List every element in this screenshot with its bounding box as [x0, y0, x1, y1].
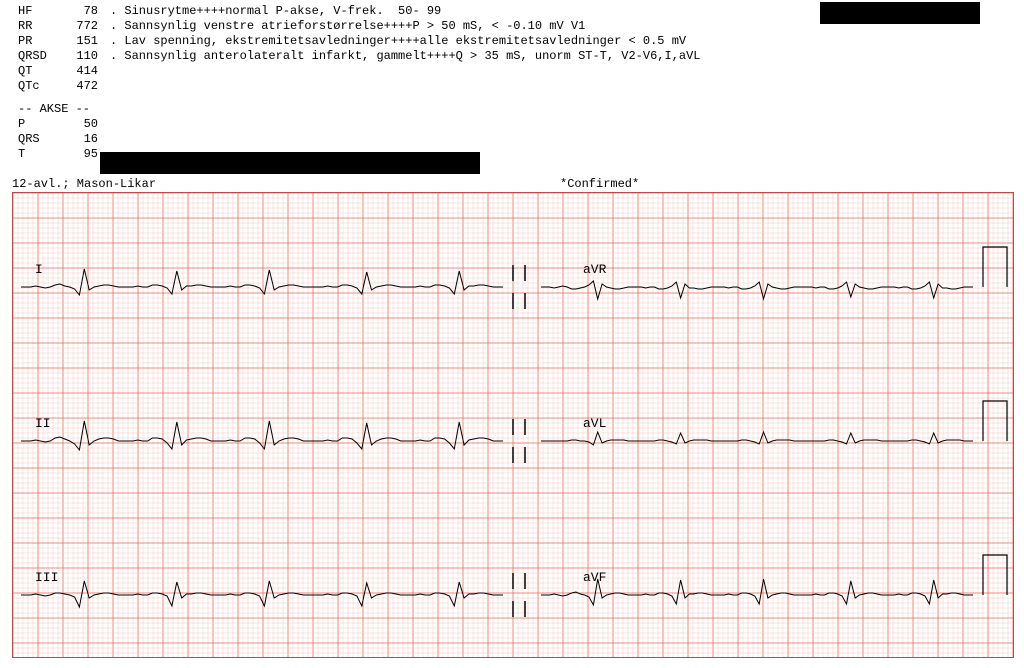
measurement-value: 414 [60, 64, 98, 79]
svg-text:aVF: aVF [583, 570, 606, 585]
measurement-label: PR [18, 34, 60, 49]
axis-row: T95 [18, 147, 98, 162]
svg-text:III: III [35, 570, 58, 585]
measurement-value: 110 [60, 49, 98, 64]
measurement-row: HF78 [18, 4, 98, 19]
measurement-label: QRSD [18, 49, 60, 64]
interpretation-line: . Sannsynlig anterolateralt infarkt, gam… [110, 49, 701, 64]
measurement-row: PR151 [18, 34, 98, 49]
measurement-label: QTc [18, 79, 60, 94]
axis-value: 16 [60, 132, 98, 147]
measurement-label: QT [18, 64, 60, 79]
measurement-value: 151 [60, 34, 98, 49]
axis-label: QRS [18, 132, 60, 147]
measurement-value: 772 [60, 19, 98, 34]
svg-text:I: I [35, 262, 43, 277]
measurements-block: HF78RR772PR151QRSD110QT414QTc472 -- AKSE … [18, 4, 98, 162]
axis-row: P50 [18, 117, 98, 132]
measurement-row: QTc472 [18, 79, 98, 94]
measurement-label: HF [18, 4, 60, 19]
axis-row: QRS16 [18, 132, 98, 147]
axis-label: P [18, 117, 60, 132]
redaction-bar [820, 2, 980, 24]
redaction-bar [100, 152, 480, 174]
strip-info: 12-avl.; Mason-Likar [12, 177, 156, 191]
axis-header: -- AKSE -- [18, 102, 98, 117]
interpretation-line: . Lav spenning, ekstremitetsavledninger+… [110, 34, 701, 49]
interpretation-line: . Sinusrytme++++normal P-akse, V-frek. 5… [110, 4, 701, 19]
measurement-value: 472 [60, 79, 98, 94]
ecg-header: HF78RR772PR151QRSD110QT414QTc472 -- AKSE … [0, 0, 1024, 190]
interpretation-line: . Sannsynlig venstre atrieforstørrelse++… [110, 19, 701, 34]
svg-text:aVL: aVL [583, 416, 606, 431]
interpretation-block: . Sinusrytme++++normal P-akse, V-frek. 5… [110, 4, 701, 64]
axis-label: T [18, 147, 60, 162]
measurement-row: QT414 [18, 64, 98, 79]
measurement-row: RR772 [18, 19, 98, 34]
measurement-row: QRSD110 [18, 49, 98, 64]
svg-text:II: II [35, 416, 51, 431]
ecg-chart: IaVR II aVL III aVF [12, 192, 1014, 658]
svg-text:aVR: aVR [583, 262, 607, 277]
measurement-label: RR [18, 19, 60, 34]
measurement-value: 78 [60, 4, 98, 19]
axis-value: 50 [60, 117, 98, 132]
axis-value: 95 [60, 147, 98, 162]
confirmed-label: *Confirmed* [560, 177, 639, 191]
